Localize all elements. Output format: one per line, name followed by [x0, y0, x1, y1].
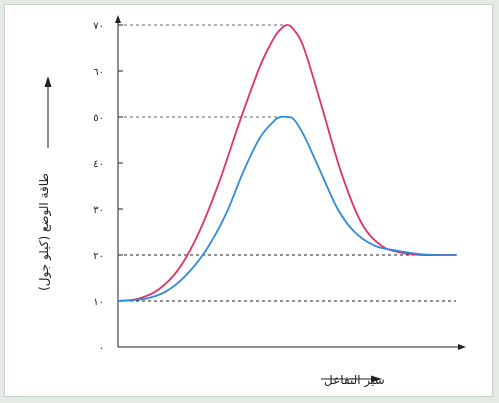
x-title-arrowhead	[371, 375, 382, 383]
x-axis-title-group: سير التفاعل	[321, 373, 385, 388]
series-line-red	[117, 24, 457, 302]
y-tick-label: ٦٠	[93, 67, 104, 78]
x-axis-title: سير التفاعل	[324, 373, 385, 388]
y-tick-label: ٤٠	[93, 159, 104, 170]
y-tick-label: ٠	[99, 343, 104, 354]
series-curves	[117, 24, 457, 302]
y-tick-label: ٧٠	[93, 21, 104, 32]
y-tick-label: ٥٠	[93, 113, 104, 124]
y-axis-arrowhead	[115, 15, 121, 23]
y-axis-title-group: طاقة الوضع (كيلو جول)	[37, 76, 52, 291]
reference-lines	[118, 24, 456, 302]
y-title-arrowhead	[44, 76, 52, 87]
chart-frame	[4, 4, 493, 397]
axes	[115, 15, 466, 350]
y-axis-title: طاقة الوضع (كيلو جول)	[37, 173, 52, 291]
y-tick-label: ٢٠	[93, 251, 104, 262]
y-ticks: ٠ ١٠ ٢٠ ٣٠ ٤٠ ٥٠ ٦٠ ٧٠	[93, 21, 123, 354]
y-tick-label: ١٠	[93, 297, 104, 308]
x-axis-arrowhead	[458, 344, 466, 350]
y-tick-label: ٣٠	[93, 205, 104, 216]
series-line-blue	[117, 115, 457, 302]
